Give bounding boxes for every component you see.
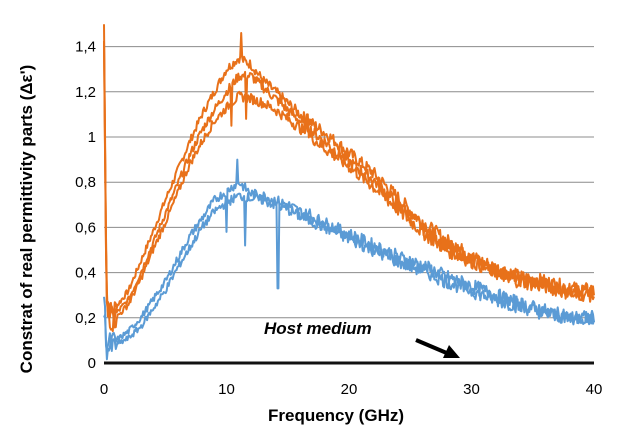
y-tick-label: 0,8 [75,174,96,191]
x-axis-title: Frequency (GHz) [268,406,404,425]
x-tick-labels: 0 10 20 30 40 [100,381,603,398]
y-tick-labels: 0 0,2 0,4 0,6 0,8 1 1,2 1,4 [75,39,96,372]
x-tick-label: 0 [100,381,108,398]
x-tick-label: 30 [463,381,480,398]
x-tick-label: 20 [341,381,358,398]
y-tick-label: 1 [88,129,96,146]
x-tick-label: 40 [586,381,603,398]
series-line [103,192,595,361]
series-line [103,42,595,333]
series-lines [103,24,595,361]
host-medium-annotation: Host medium [264,319,372,338]
y-axis-title: Constrat of real permittivity parts (Δε'… [17,65,36,374]
y-tick-label: 1,2 [75,84,96,101]
y-tick-label: 1,4 [75,39,96,56]
series-line [103,158,595,351]
x-tick-label: 10 [218,381,235,398]
y-tick-label: 0,2 [75,310,96,327]
y-tick-label: 0 [88,355,96,372]
y-tick-label: 0,6 [75,219,96,236]
annotation-arrow [415,338,460,358]
gridlines [104,46,594,319]
y-tick-label: 0,4 [75,265,96,282]
